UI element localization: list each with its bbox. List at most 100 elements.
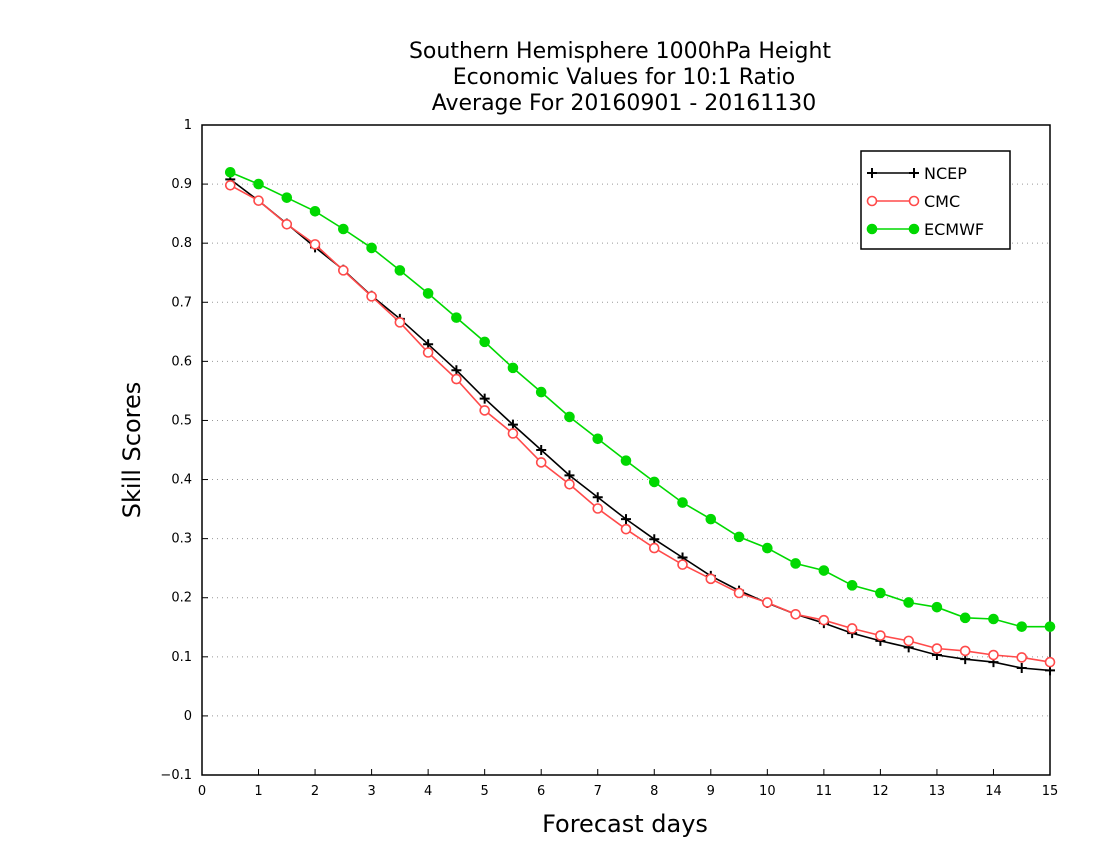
data-point-ecmwf <box>535 386 547 398</box>
data-point-ecmwf <box>224 166 236 178</box>
data-point-cmc <box>394 317 406 328</box>
data-point-ncep <box>621 514 631 525</box>
data-point-cmc <box>224 179 236 191</box>
legend-box <box>860 150 1011 250</box>
x-tick-label: 4 <box>424 784 432 799</box>
y-tick-label: −0.1 <box>160 768 192 783</box>
data-point-cmc <box>931 643 943 654</box>
data-point-cmc <box>818 614 830 626</box>
legend: NCEP CMC ECMWF <box>860 150 1011 250</box>
data-point-ecmwf <box>507 362 519 374</box>
series-line-cmc <box>229 184 1051 663</box>
data-point-ecmwf <box>846 580 858 591</box>
series-layer <box>224 166 1056 676</box>
data-point-ecmwf <box>931 601 943 613</box>
data-point-cmc <box>309 239 321 250</box>
title-line-2: Economic Values for 10:1 Ratio <box>453 65 795 90</box>
data-point-ecmwf <box>1044 621 1056 632</box>
data-point-cmc <box>705 573 717 585</box>
data-point-ecmwf <box>422 288 434 299</box>
series-line-ncep <box>229 178 1051 672</box>
y-tick-label: 0.1 <box>171 650 192 665</box>
series-cmc <box>224 179 1056 668</box>
x-axis: 0 1 2 3 4 5 6 7 8 9 10 11 12 13 14 15 <box>198 769 1058 799</box>
data-point-ecmwf <box>479 336 490 348</box>
grid-lines <box>202 183 1050 717</box>
legend-label-cmc: CMC <box>924 192 960 211</box>
data-point-cmc <box>281 218 293 230</box>
data-point-cmc <box>1016 652 1028 663</box>
y-axis: −0.1 0 0.1 0.2 0.3 0.4 0.5 0.6 0.7 0.8 0.9 1 <box>160 118 208 783</box>
y-tick-label: 0.2 <box>171 591 192 606</box>
data-point-ecmwf <box>790 558 801 569</box>
x-axis-label: Forecast days <box>542 810 708 838</box>
data-point-cmc <box>1044 656 1056 668</box>
data-point-ncep <box>536 445 547 455</box>
data-point-cmc <box>366 291 377 302</box>
data-point-ecmwf <box>762 542 773 554</box>
data-point-cmc <box>479 405 490 416</box>
data-point-cmc <box>338 265 349 276</box>
legend-label-ncep: NCEP <box>924 164 967 183</box>
data-point-ncep <box>649 534 660 545</box>
series-ecmwf <box>224 166 1056 632</box>
data-point-ecmwf <box>648 476 660 488</box>
data-point-ecmwf <box>253 178 264 190</box>
data-point-cmc <box>535 457 547 468</box>
data-point-ecmwf <box>988 613 999 625</box>
y-tick-label: 0.4 <box>171 473 192 488</box>
data-point-ecmwf <box>366 242 377 254</box>
legend-marker-ecmwf <box>866 223 878 235</box>
x-tick-label: 13 <box>929 784 946 799</box>
data-point-ecmwf <box>903 597 914 608</box>
data-point-cmc <box>451 373 462 385</box>
data-point-ecmwf <box>338 223 349 235</box>
data-point-ecmwf <box>309 205 321 217</box>
x-tick-label: 14 <box>985 784 1002 799</box>
y-tick-label: 0.7 <box>171 295 192 310</box>
data-point-ecmwf <box>733 531 745 543</box>
data-point-ncep <box>479 393 490 404</box>
x-tick-label: 9 <box>707 784 715 799</box>
y-tick-label: 0.8 <box>171 236 192 251</box>
x-tick-label: 3 <box>367 784 375 799</box>
legend-marker-cmc <box>908 195 920 207</box>
x-tick-label: 6 <box>537 784 545 799</box>
data-point-cmc <box>620 523 632 535</box>
y-tick-label: 0 <box>184 709 192 724</box>
data-point-ecmwf <box>875 587 886 599</box>
data-point-ecmwf <box>959 612 971 624</box>
legend-marker-ncep <box>909 168 919 178</box>
data-point-cmc <box>903 635 914 647</box>
data-point-cmc <box>564 478 575 490</box>
x-tick-label: 2 <box>311 784 319 799</box>
data-point-ecmwf <box>1016 621 1028 632</box>
legend-marker-cmc <box>866 195 878 207</box>
data-point-cmc <box>988 649 999 661</box>
data-point-ecmwf <box>281 192 293 203</box>
data-point-ncep <box>564 470 575 481</box>
data-point-ecmwf <box>620 455 632 466</box>
data-point-ecmwf <box>564 411 575 423</box>
x-tick-label: 5 <box>481 784 489 799</box>
data-point-ncep <box>507 419 518 430</box>
data-point-cmc <box>253 195 264 206</box>
data-point-cmc <box>875 630 886 641</box>
y-axis-label: Skill Scores <box>118 382 146 519</box>
data-point-ncep <box>1016 663 1027 674</box>
x-tick-label: 8 <box>650 784 658 799</box>
data-point-cmc <box>733 587 745 599</box>
plot-frame <box>201 124 1051 776</box>
data-point-ecmwf <box>818 565 830 576</box>
data-point-cmc <box>790 608 801 620</box>
data-point-cmc <box>507 428 519 439</box>
legend-label-ecmwf: ECMWF <box>924 220 984 239</box>
x-tick-label: 12 <box>872 784 889 799</box>
data-point-ncep <box>592 492 603 503</box>
data-point-cmc <box>648 542 660 554</box>
data-point-ecmwf <box>705 513 717 525</box>
y-tick-label: 0.3 <box>171 532 192 547</box>
data-point-ecmwf <box>451 312 462 323</box>
chart-title: Southern Hemisphere 1000hPa Height Econo… <box>409 39 831 116</box>
